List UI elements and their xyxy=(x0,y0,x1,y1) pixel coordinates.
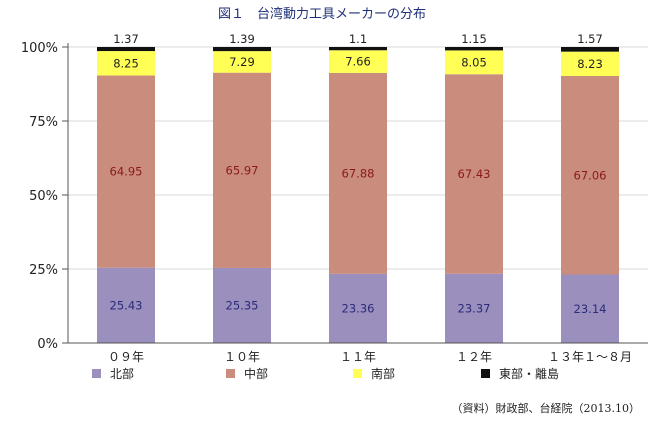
data-label: 23.36 xyxy=(342,301,375,315)
x-tick-label: １２年 xyxy=(456,350,492,364)
y-tick-label: 0% xyxy=(37,337,58,352)
legend-swatch xyxy=(353,369,362,378)
data-label: 67.43 xyxy=(458,167,491,181)
legend-swatch xyxy=(481,369,490,378)
data-label: 1.39 xyxy=(229,32,255,46)
bar-segment xyxy=(445,273,503,343)
bar-segment xyxy=(329,273,387,343)
bar-segment xyxy=(561,76,619,275)
data-label: 8.23 xyxy=(577,57,603,71)
y-tick-label: 75% xyxy=(29,115,58,130)
data-label: 65.97 xyxy=(226,163,259,177)
data-label: 1.1 xyxy=(349,32,367,46)
bar-segment xyxy=(445,50,503,75)
data-label: 7.29 xyxy=(229,55,255,69)
data-labels: 25.43 64.95 8.25 1.37 25.35 65.97 7.29 1.39 23.3… xyxy=(110,32,607,316)
legend-label: 中部 xyxy=(244,366,268,381)
bar-segment xyxy=(213,47,271,52)
bar-segment xyxy=(97,47,155,52)
legend: 北部 中部 南部 東部・離島 xyxy=(92,366,559,381)
bar-segment xyxy=(561,274,619,343)
x-tick-label: １３年１〜８月 xyxy=(548,350,632,364)
chart-title: 図１ 台湾動力工具メーカーの分布 xyxy=(218,6,426,22)
bar-segment xyxy=(329,47,387,51)
bar-segment xyxy=(213,72,271,268)
data-label: 7.66 xyxy=(345,55,371,69)
legend-label: 東部・離島 xyxy=(499,366,559,381)
bar-segment xyxy=(445,74,503,274)
y-tick-label: 25% xyxy=(29,263,58,278)
x-tick-label: １０年 xyxy=(224,350,260,364)
data-label: 25.43 xyxy=(110,298,143,312)
bars xyxy=(97,47,619,343)
x-tick-label: ０９年 xyxy=(108,350,144,364)
data-label: 8.25 xyxy=(113,56,139,70)
legend-label: 北部 xyxy=(110,366,134,381)
bar-segment xyxy=(561,51,619,77)
data-label: 1.57 xyxy=(577,32,603,46)
source-note: （資料）財政部、台経院（2013.10） xyxy=(452,401,641,415)
axes: 0% 25% 50% 75% 100% ０９年 １０年 １１年 １２年 １３年１〜８月 xyxy=(21,41,648,364)
data-label: 1.15 xyxy=(461,32,487,46)
data-label: 8.05 xyxy=(461,55,487,69)
legend-swatch xyxy=(92,369,101,378)
x-tick-label: １１年 xyxy=(340,350,376,364)
y-tick-label: 100% xyxy=(21,41,58,56)
bar-segment xyxy=(97,75,155,268)
bar-segment xyxy=(213,51,271,73)
data-label: 1.37 xyxy=(113,32,139,46)
data-label: 67.88 xyxy=(342,166,375,180)
data-label: 23.37 xyxy=(458,301,491,315)
legend-swatch xyxy=(226,369,235,378)
data-label: 25.35 xyxy=(226,298,259,312)
data-label: 23.14 xyxy=(574,302,607,316)
bar-segment xyxy=(213,267,271,343)
y-tick-label: 50% xyxy=(29,189,58,204)
data-label: 64.95 xyxy=(110,165,143,179)
bar-segment xyxy=(445,47,503,51)
bar-segment xyxy=(561,47,619,52)
data-label: 67.06 xyxy=(574,168,607,182)
legend-label: 南部 xyxy=(371,366,395,381)
bar-segment xyxy=(97,267,155,343)
bar-segment xyxy=(329,50,387,73)
bar-segment xyxy=(329,72,387,274)
bar-segment xyxy=(97,51,155,76)
